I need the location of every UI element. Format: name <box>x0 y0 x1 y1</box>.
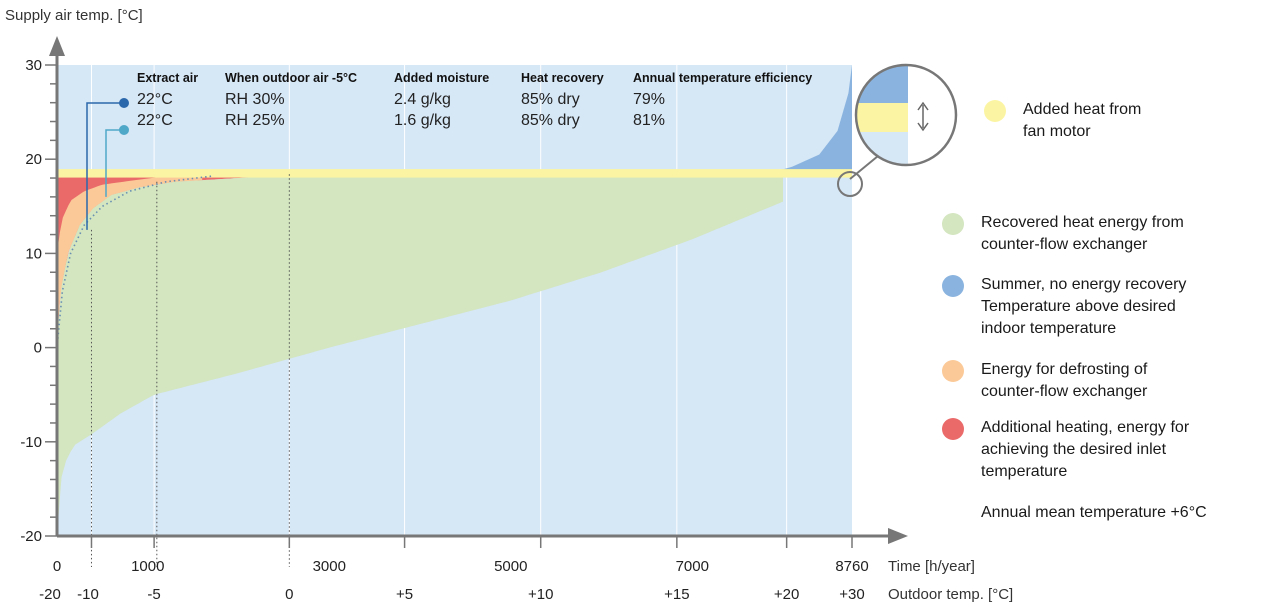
outdoor-temp-tick-label: +15 <box>664 586 689 603</box>
x-tick-label: 1000 <box>131 558 164 575</box>
table-header: Extract air <box>137 71 198 85</box>
defrost-swatch <box>942 360 964 382</box>
annual-mean-note: Annual mean temperature +6°C <box>981 504 1207 521</box>
table-header: Heat recovery <box>521 71 604 85</box>
y-tick-label: 10 <box>25 245 42 262</box>
legend-label-recovered: Recovered heat energy from counter-flow … <box>981 214 1184 253</box>
magnifier-arrow-up <box>917 101 929 111</box>
outdoor-temp-tick-label: -10 <box>77 586 99 603</box>
legend-label-fan-motor: Added heat from fan motor <box>1023 101 1142 140</box>
outdoor-temp-tick-label: -20 <box>39 586 61 603</box>
y-tick-label: -20 <box>20 528 42 545</box>
outdoor-temp-tick-label: +30 <box>839 586 864 603</box>
y-axis-arrow <box>49 36 65 56</box>
x-tick-label: 0 <box>53 558 61 575</box>
x-tick-label: 8760 <box>835 558 868 575</box>
annotation-leader <box>86 102 124 230</box>
annotation-leader <box>105 129 124 197</box>
table-cell: 1.6 g/kg <box>394 112 451 129</box>
series-additional-heating <box>57 173 293 339</box>
legend-label-additional: Additional heating, energy for achieving… <box>981 419 1190 480</box>
magnifier-fan-motor <box>856 103 908 132</box>
outdoor-temp-axis-label: Outdoor temp. [°C] <box>888 586 1013 603</box>
outdoor-temp-tick-label: +20 <box>774 586 799 603</box>
x-tick-label: 7000 <box>676 558 709 575</box>
legend-label-summer: Summer, no energy recovery Temperature a… <box>981 276 1187 337</box>
table-cell: 2.4 g/kg <box>394 91 451 108</box>
y-tick-label: 30 <box>25 57 42 74</box>
table-cell: 85% dry <box>521 112 580 129</box>
additional-heating-swatch <box>942 418 964 440</box>
series-fan-motor <box>57 169 852 178</box>
recovered-heat-swatch <box>942 213 964 235</box>
magnifier-below <box>856 132 908 165</box>
x-tick-label: 5000 <box>494 558 527 575</box>
table-cell: 22°C <box>137 112 173 129</box>
summer-swatch <box>942 275 964 297</box>
fan-motor-swatch <box>984 100 1006 122</box>
magnifier-arrow-down <box>917 122 929 132</box>
table-header: Annual temperature efficiency <box>633 71 812 85</box>
table-cell: RH 25% <box>225 112 285 129</box>
y-tick-label: -10 <box>20 434 42 451</box>
x-axis-arrow <box>888 528 908 544</box>
series-summer <box>769 65 852 174</box>
table-header: Added moisture <box>394 71 489 85</box>
magnifier-frame <box>854 63 958 167</box>
defrost-threshold-curve <box>56 175 212 348</box>
y-tick-label: 0 <box>34 340 42 357</box>
table-header: When outdoor air -5°C <box>225 71 357 85</box>
outdoor-temp-tick-label: +5 <box>396 586 413 603</box>
x-axis-label: Time [h/year] <box>888 558 975 575</box>
outdoor-temp-tick-label: +10 <box>528 586 553 603</box>
legend-label-defrost: Energy for defrosting of counter-flow ex… <box>981 361 1148 400</box>
y-tick-label: 20 <box>25 151 42 168</box>
table-cell: RH 30% <box>225 91 285 108</box>
y-axis-label: Supply air temp. [°C] <box>5 7 143 24</box>
outdoor-temp-tick-label: 0 <box>285 586 293 603</box>
x-tick-label: 3000 <box>313 558 346 575</box>
table-cell: 22°C <box>137 91 173 108</box>
series-recovered-heat <box>57 173 783 537</box>
table-cell: 81% <box>633 112 665 129</box>
magnifier-target-circle <box>837 171 863 197</box>
table-cell: 85% dry <box>521 91 580 108</box>
magnifier-connector <box>849 155 879 180</box>
table-cell: 79% <box>633 91 665 108</box>
outdoor-temp-tick-label: -5 <box>147 586 160 603</box>
